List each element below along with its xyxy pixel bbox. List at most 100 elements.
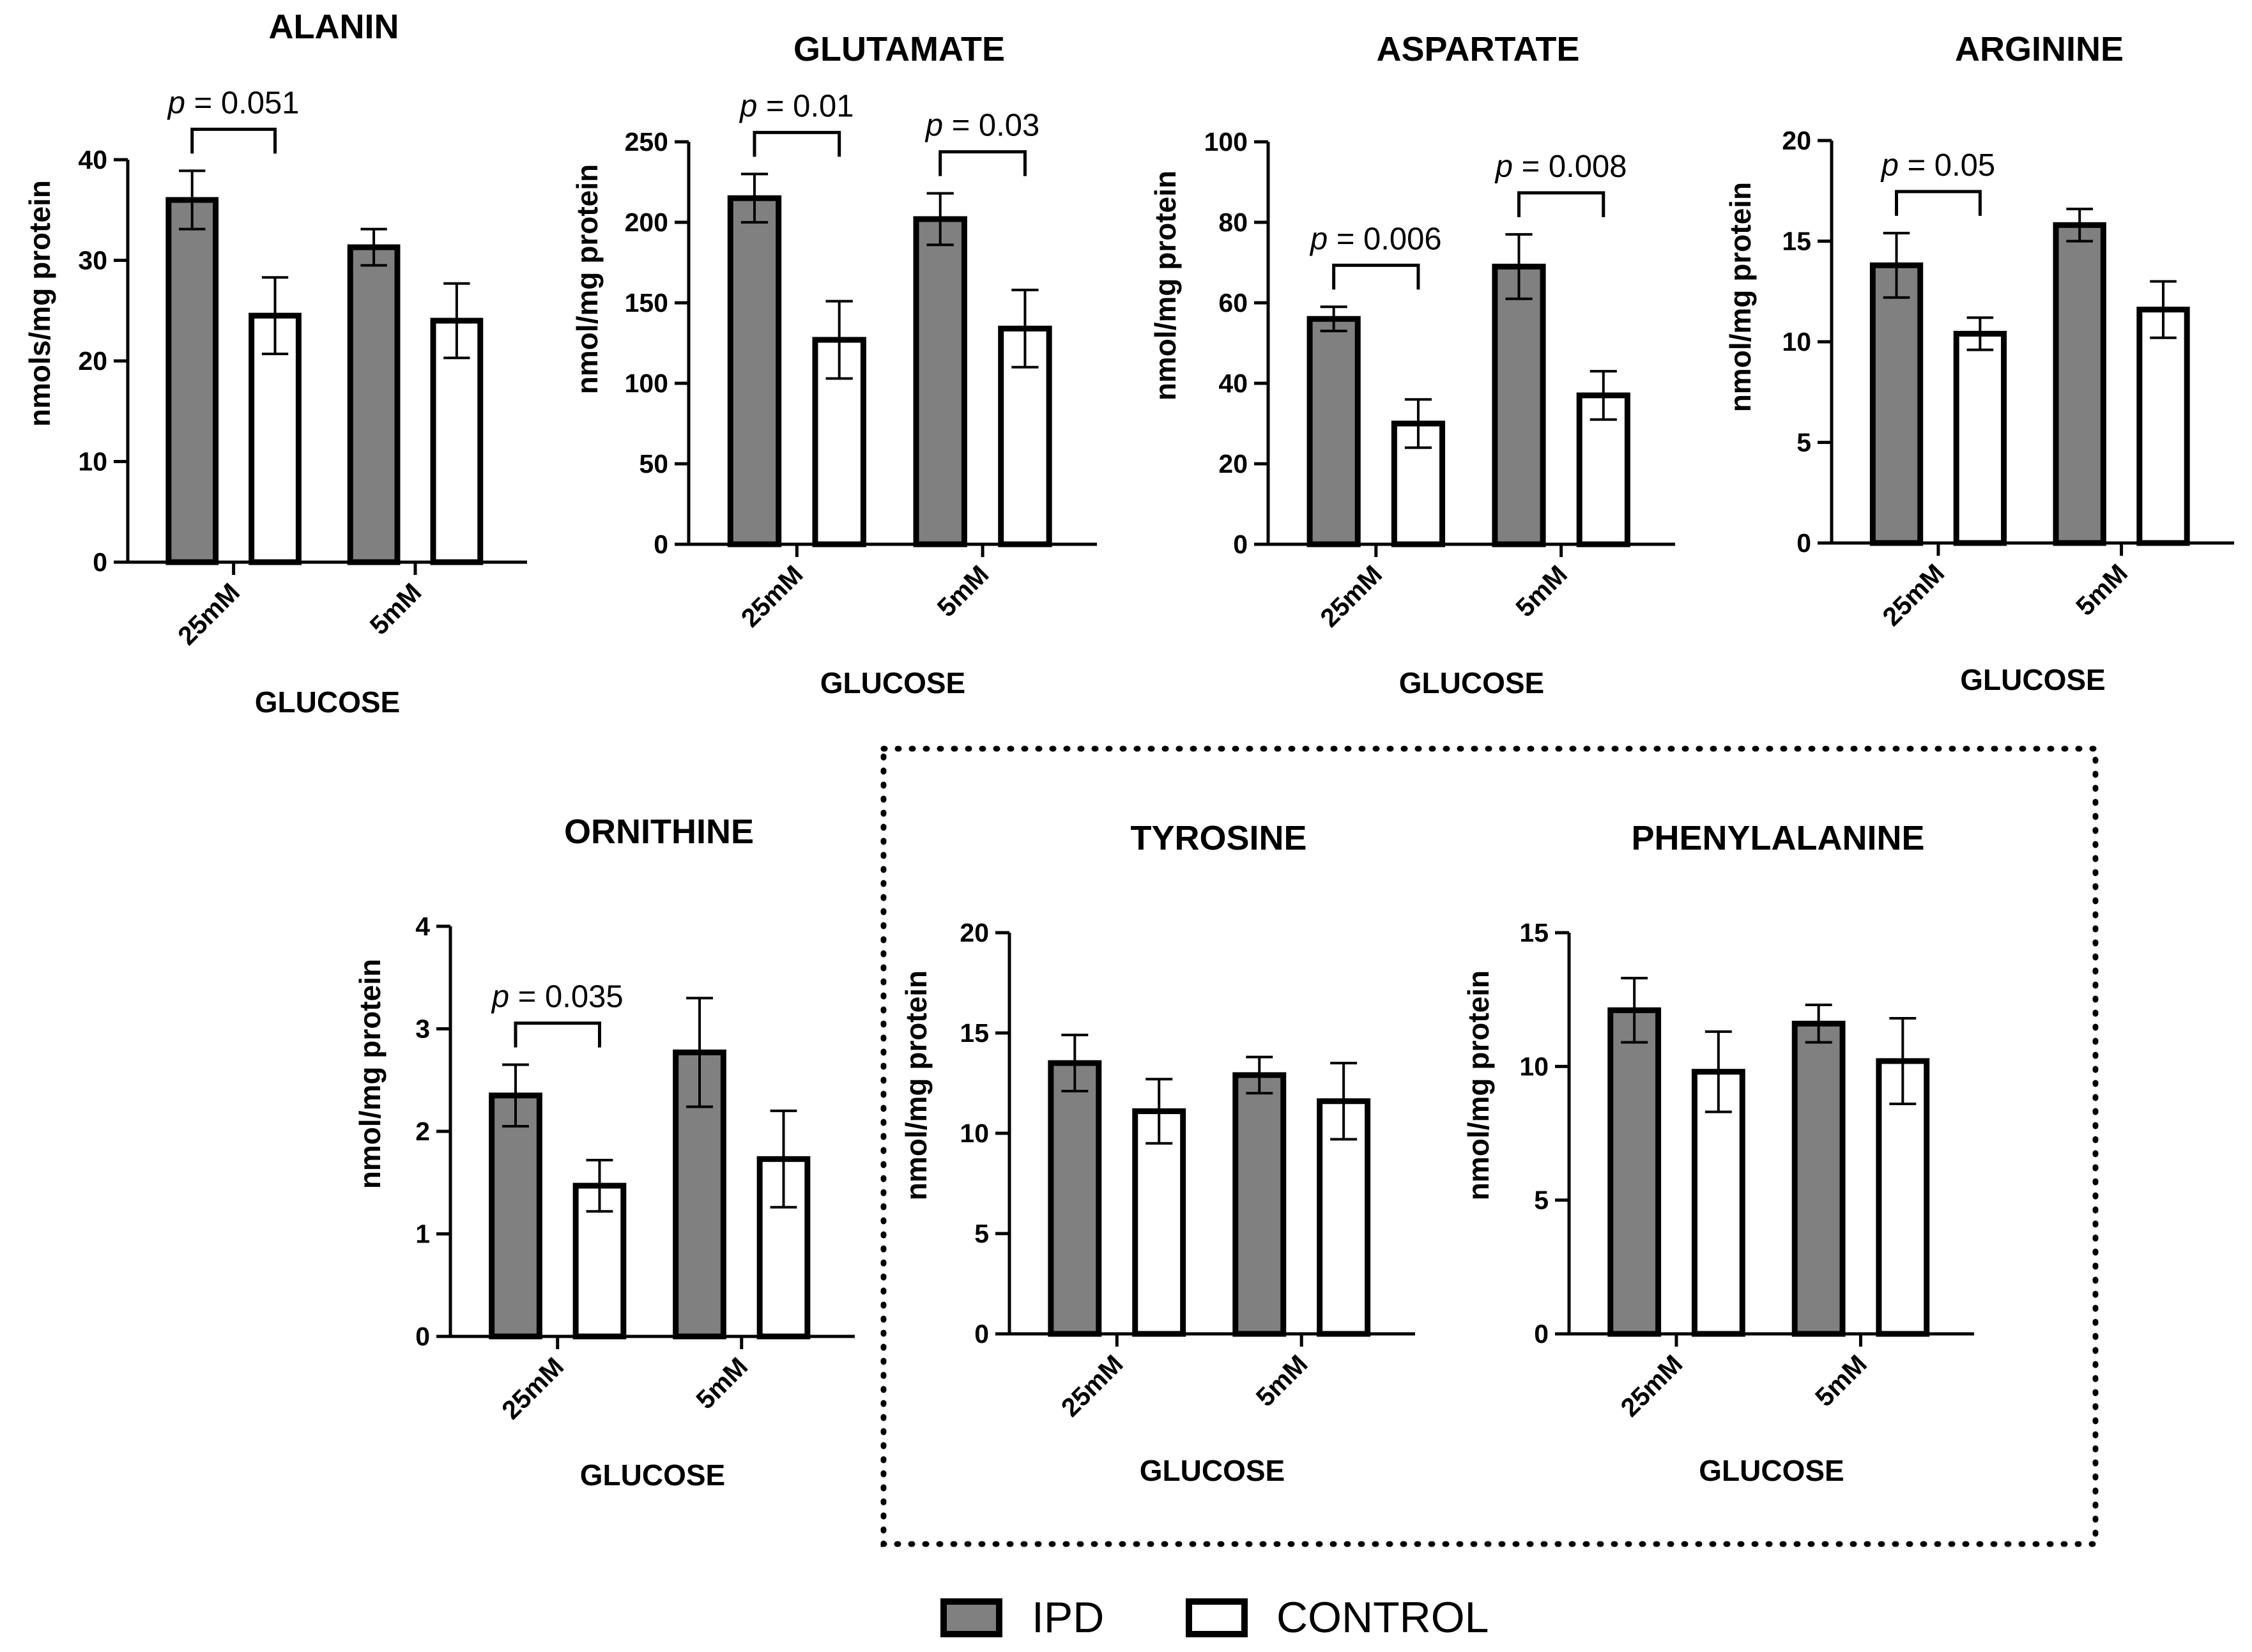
- bar-ipd-5mm: [913, 216, 967, 547]
- p-value-label: p = 0.035: [491, 980, 624, 1014]
- x-axis-label: GLUCOSE: [580, 1458, 725, 1492]
- chart-alanin: ALANIN 0 10 20 30 40 nmols/mg protein 25mM 5mM GL…: [23, 8, 527, 719]
- x-tick-label-5mm: 5mM: [1250, 1349, 1314, 1412]
- y-tick-label: 200: [625, 208, 668, 237]
- y-tick-label: 100: [625, 369, 668, 398]
- legend-item-control: CONTROL: [1186, 1593, 1489, 1642]
- y-tick-label: 50: [639, 449, 668, 478]
- x-tick-label-25mm: 25mM: [1314, 560, 1388, 633]
- p-value-label: p = 0.05: [1880, 148, 1995, 183]
- legend-label-control: CONTROL: [1276, 1593, 1489, 1642]
- chart-title: ASPARTATE: [1377, 30, 1580, 68]
- y-tick-label: 0: [1233, 530, 1248, 559]
- y-axis-label: nmol/mg protein: [1724, 182, 1757, 412]
- y-tick-label: 20: [1218, 449, 1248, 478]
- significance-bracket: [1332, 263, 1420, 290]
- bar-ipd-5mm: [1232, 1072, 1287, 1337]
- chart-title: GLUTAMATE: [793, 30, 1005, 68]
- bar-control-5mm: [2136, 307, 2190, 546]
- x-tick-label-25mm: 25mM: [735, 560, 809, 633]
- y-tick-label: 0: [974, 1319, 989, 1349]
- x-tick-label-25mm: 25mM: [1615, 1349, 1689, 1423]
- y-tick-label: 0: [1534, 1319, 1549, 1349]
- bar-ipd-25mm: [1048, 1060, 1102, 1337]
- bar-ipd-25mm: [1607, 1007, 1662, 1337]
- y-tick-label: 10: [1519, 1052, 1549, 1081]
- y-tick-label: 5: [1534, 1186, 1549, 1215]
- x-tick-label-25mm: 25mM: [496, 1352, 569, 1425]
- bar-ipd-25mm: [727, 195, 782, 547]
- y-tick-label: 40: [1218, 369, 1248, 398]
- significance-bracket: [1895, 190, 1982, 216]
- y-tick-label: 10: [78, 447, 107, 477]
- x-tick-label-25mm: 25mM: [1055, 1349, 1129, 1423]
- x-tick-label-5mm: 5mM: [931, 560, 995, 623]
- chart-arginine: ARGININE 0 5 10 15 20 nmol/mg protein 25mM 5mM GL…: [1724, 30, 2234, 696]
- significance-bracket: [753, 130, 841, 157]
- y-tick-label: 15: [1519, 918, 1549, 947]
- significance-bracket: [514, 1021, 601, 1048]
- y-tick-label: 150: [625, 288, 668, 317]
- y-tick-label: 40: [78, 145, 107, 174]
- x-axis-label: GLUCOSE: [255, 685, 400, 719]
- x-tick-label-5mm: 5mM: [364, 577, 427, 641]
- bar-ipd-5mm: [1492, 263, 1546, 547]
- y-tick-label: 100: [1204, 127, 1248, 157]
- significance-bracket: [1517, 191, 1605, 217]
- bar-ipd-5mm: [2053, 222, 2106, 546]
- y-axis-label: nmol/mg protein: [353, 959, 387, 1189]
- bar-ipd-25mm: [1306, 316, 1361, 547]
- legend: IPD CONTROL: [940, 1593, 1489, 1642]
- x-axis-label: GLUCOSE: [820, 666, 965, 700]
- chart-title: TYROSINE: [1130, 819, 1306, 857]
- bar-ipd-5mm: [1791, 1020, 1846, 1337]
- y-tick-label: 80: [1218, 208, 1248, 237]
- x-tick-label-5mm: 5mM: [2070, 558, 2133, 622]
- y-tick-label: 10: [960, 1119, 989, 1148]
- y-tick-label: 1: [415, 1220, 430, 1249]
- x-axis-label: GLUCOSE: [1960, 663, 2105, 696]
- y-tick-label: 0: [93, 547, 107, 577]
- chart-aspartate: ASPARTATE 0 20 40 60 80 100 nmol/mg protein 25mM…: [1149, 30, 1675, 700]
- y-tick-label: 0: [415, 1322, 430, 1351]
- chart-title: ALANIN: [269, 8, 399, 46]
- p-value-label: p = 0.051: [167, 86, 300, 120]
- y-tick-label: 20: [1782, 126, 1811, 155]
- x-tick-label-5mm: 5mM: [1809, 1349, 1873, 1412]
- chart-title: PHENYLALANINE: [1631, 819, 1924, 857]
- y-tick-label: 4: [415, 912, 430, 941]
- y-tick-label: 5: [1796, 428, 1811, 457]
- x-axis-label: GLUCOSE: [1699, 1454, 1844, 1487]
- legend-label-ipd: IPD: [1032, 1593, 1104, 1642]
- y-tick-label: 15: [960, 1018, 989, 1048]
- y-tick-label: 3: [415, 1014, 430, 1044]
- chart-title: ORNITHINE: [564, 813, 754, 851]
- legend-swatch-ipd: [940, 1598, 1002, 1637]
- bar-ipd-5mm: [347, 244, 401, 565]
- y-tick-label: 15: [1782, 227, 1811, 256]
- bar-ipd-25mm: [489, 1092, 542, 1340]
- y-axis-label: nmols/mg protein: [23, 180, 56, 427]
- y-axis-label: nmol/mg protein: [571, 164, 604, 394]
- bar-ipd-25mm: [1869, 262, 1924, 546]
- y-tick-label: 10: [1782, 327, 1811, 356]
- y-tick-label: 0: [1796, 528, 1811, 558]
- y-tick-label: 20: [78, 346, 107, 376]
- p-value-label: p = 0.03: [924, 109, 1039, 143]
- legend-item-ipd: IPD: [940, 1593, 1104, 1642]
- x-axis-label: GLUCOSE: [1399, 666, 1544, 700]
- x-tick-label-5mm: 5mM: [691, 1352, 754, 1415]
- p-value-label: p = 0.006: [1309, 222, 1442, 256]
- legend-swatch-control: [1186, 1598, 1248, 1637]
- y-tick-label: 60: [1218, 288, 1248, 317]
- y-tick-label: 250: [625, 127, 668, 157]
- y-tick-label: 0: [654, 530, 668, 559]
- chart-tyrosine: TYROSINE 0 5 10 15 20 nmol/mg protein 25mM 5mM GL…: [900, 819, 1415, 1487]
- y-tick-label: 2: [415, 1117, 430, 1146]
- x-tick-label-25mm: 25mM: [172, 577, 245, 651]
- chart-glutamate: GLUTAMATE 0 50 100 150 200 250 nmol/mg protein 2…: [571, 30, 1097, 700]
- dotted-group-box: [880, 746, 2099, 1547]
- significance-bracket: [190, 127, 277, 154]
- y-axis-label: nmol/mg protein: [900, 970, 933, 1200]
